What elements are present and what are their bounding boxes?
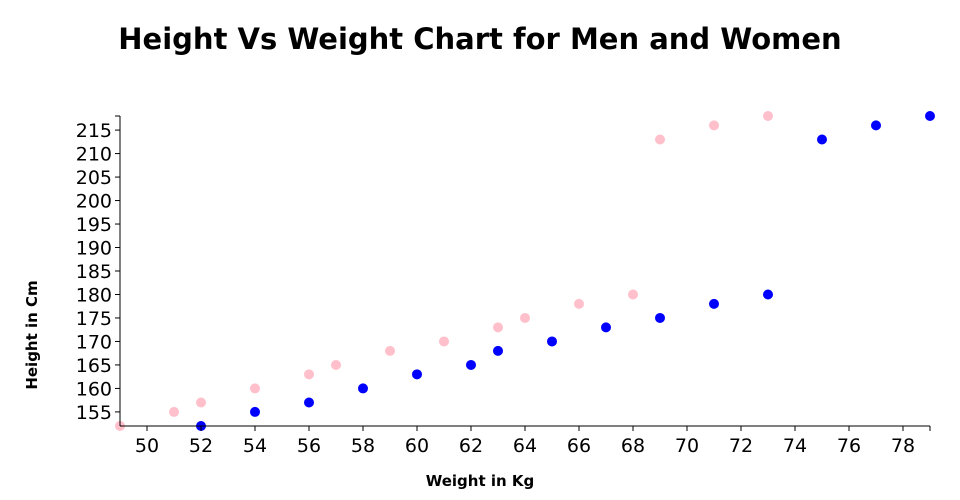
x-tick-label: 56 (297, 435, 321, 457)
data-point (709, 120, 719, 131)
x-tick-label: 68 (621, 435, 645, 457)
data-point (520, 312, 530, 323)
y-tick-label: 210 (76, 144, 112, 166)
x-tick-label: 72 (729, 435, 753, 457)
x-tick-label: 60 (405, 435, 429, 457)
data-point (574, 298, 584, 309)
data-point (709, 298, 719, 309)
data-point (655, 134, 665, 145)
data-point (196, 397, 206, 408)
x-tick-label: 58 (351, 435, 375, 457)
y-tick-label: 205 (76, 167, 112, 189)
data-point (628, 289, 638, 300)
y-tick-label: 190 (76, 238, 112, 260)
x-tick-label: 50 (135, 435, 159, 457)
data-point (547, 336, 557, 347)
y-tick-label: 180 (76, 284, 112, 306)
data-point (763, 111, 773, 121)
data-point (817, 134, 827, 145)
x-tick-label: 74 (783, 435, 807, 457)
data-point (439, 336, 449, 347)
y-tick-label: 170 (76, 331, 112, 353)
x-tick-label: 78 (891, 435, 915, 457)
y-tick-label: 185 (76, 261, 112, 283)
data-point (304, 369, 314, 380)
data-point (925, 111, 935, 121)
y-tick-label: 175 (76, 308, 112, 330)
data-point (655, 312, 665, 323)
y-tick-label: 165 (76, 355, 112, 377)
data-point (304, 397, 314, 408)
x-tick-label: 76 (837, 435, 861, 457)
y-axis-title: Height in Cm (23, 280, 41, 389)
y-tick-label: 195 (76, 214, 112, 236)
y-tick-label: 215 (76, 120, 112, 142)
x-tick-label: 54 (243, 435, 267, 457)
x-tick-label: 62 (459, 435, 483, 457)
x-tick-label: 70 (675, 435, 699, 457)
data-point (763, 289, 773, 300)
plot-area (115, 111, 935, 431)
data-point (250, 406, 260, 417)
y-tick-label: 200 (76, 191, 112, 213)
data-point (466, 359, 476, 370)
x-tick-label: 64 (513, 435, 537, 457)
data-point (871, 120, 881, 131)
data-point (250, 383, 260, 394)
y-tick-label: 160 (76, 378, 112, 400)
y-tick-label: 155 (76, 402, 112, 424)
data-point (331, 359, 341, 370)
data-point (493, 345, 503, 356)
data-point (601, 322, 611, 333)
chart-title: Height Vs Weight Chart for Men and Women (118, 22, 842, 56)
x-axis-title: Weight in Kg (426, 472, 535, 490)
data-point (493, 322, 503, 333)
axes: 50 52 54 56 58 60 62 64 66 68 70 72 74 76 781551601651… (76, 115, 931, 457)
data-point (385, 345, 395, 356)
data-point (358, 383, 368, 394)
x-tick-label: 52 (189, 435, 213, 457)
data-point (169, 406, 179, 417)
x-tick-label: 66 (567, 435, 591, 457)
data-point (412, 369, 422, 380)
